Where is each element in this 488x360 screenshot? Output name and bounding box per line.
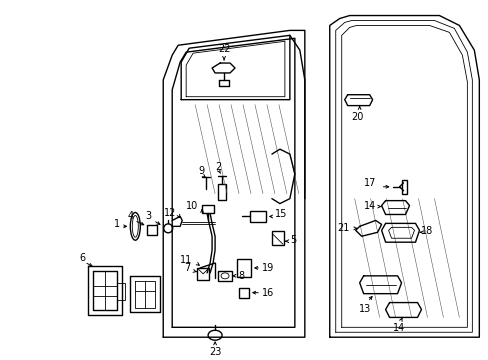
Text: 14: 14	[393, 323, 405, 333]
Text: 18: 18	[420, 226, 432, 236]
Text: 8: 8	[238, 271, 244, 281]
Text: 4: 4	[127, 211, 133, 221]
Text: 13: 13	[358, 303, 370, 314]
Text: 9: 9	[198, 166, 204, 176]
Ellipse shape	[163, 224, 172, 233]
Text: 16: 16	[262, 288, 274, 298]
Bar	[249, 211, 265, 222]
Text: 17: 17	[364, 178, 376, 188]
Text: 5: 5	[289, 235, 296, 245]
Text: 21: 21	[337, 223, 349, 233]
Text: 7: 7	[183, 263, 190, 273]
Ellipse shape	[208, 330, 222, 340]
Text: 6: 6	[79, 253, 85, 263]
Ellipse shape	[132, 216, 138, 237]
Bar	[197, 268, 209, 280]
Ellipse shape	[130, 212, 140, 240]
Text: 22: 22	[217, 44, 230, 54]
Text: 20: 20	[351, 112, 363, 122]
Bar	[218, 271, 232, 281]
Text: 12: 12	[163, 208, 176, 219]
Text: 15: 15	[274, 210, 287, 220]
Text: 19: 19	[262, 263, 274, 273]
Bar	[202, 204, 214, 212]
Text: 23: 23	[208, 347, 221, 357]
Bar	[271, 231, 284, 245]
Text: 3: 3	[145, 211, 151, 221]
Bar	[237, 259, 250, 277]
Text: 11: 11	[180, 255, 192, 265]
Bar	[239, 288, 248, 298]
Ellipse shape	[221, 273, 228, 279]
Bar	[401, 180, 406, 194]
Text: 2: 2	[215, 162, 221, 172]
Text: 1: 1	[114, 219, 120, 229]
Bar	[218, 184, 225, 200]
Text: 10: 10	[185, 201, 198, 211]
Bar	[147, 225, 157, 235]
Text: 14: 14	[364, 201, 376, 211]
